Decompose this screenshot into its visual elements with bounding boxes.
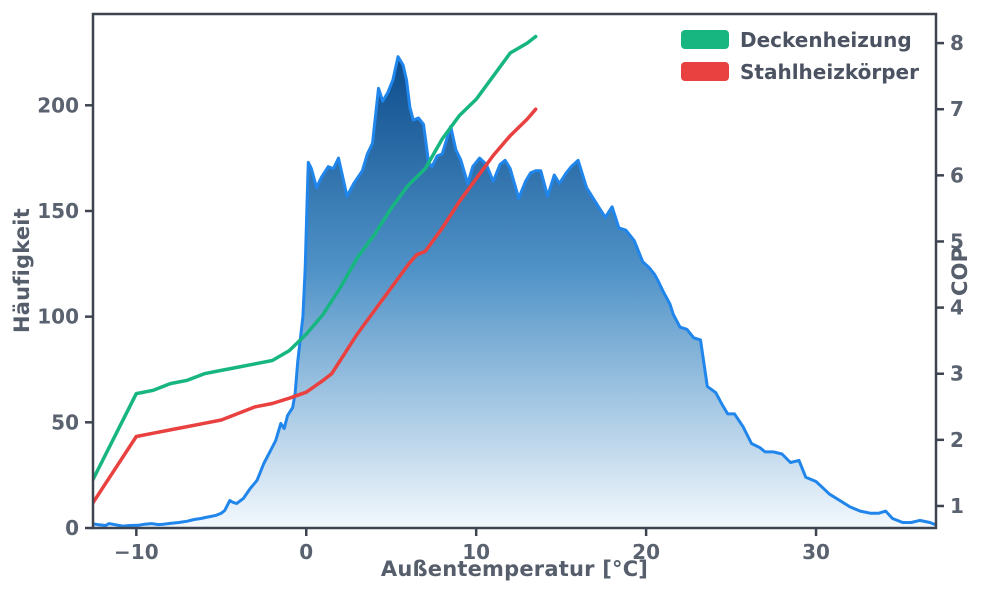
legend-label: Stahlheizkörper [740,59,919,84]
y-left-axis-ticks: 0 50 100 150 200 [37,93,93,540]
plot-border [91,12,938,530]
legend: Deckenheizung Stahlheizkörper [681,27,919,91]
tick-label: 5 [950,229,964,253]
tick-label: 0 [65,516,79,540]
x-axis-ticks: −10 0 10 20 30 [114,528,830,564]
tick-label: 6 [950,163,964,187]
deckenheizung-line [93,34,538,482]
tick-label: 1 [950,494,964,518]
x-axis-label: Außentemperatur [°C] [380,557,649,581]
tick-label: 7 [950,97,964,121]
tick-label: 50 [51,410,79,434]
deckenheizung-swatch [681,30,729,49]
y-axis-label-right: COP [948,246,972,296]
legend-label: Deckenheizung [740,27,912,52]
legend-item-deckenheizung: Deckenheizung [681,27,919,52]
stahlheizkoerper-line [93,107,538,505]
tick-label: −10 [114,540,159,564]
tick-label: 0 [299,540,313,564]
tick-label: 150 [37,199,79,223]
tick-label: 100 [37,305,79,329]
tick-label: 20 [632,540,660,564]
legend-item-stahlheizkoerper: Stahlheizkörper [681,59,919,84]
y-right-axis-ticks: 1 2 3 4 5 6 7 8 [936,31,964,518]
histogram-area [93,56,936,528]
tick-label: 8 [950,31,964,55]
tick-label: 10 [462,540,490,564]
histogram-outline [93,55,936,528]
y-axis-label-left: Häufigkeit [10,208,34,334]
tick-label: 2 [950,428,964,452]
stahlheizkoerper-swatch [681,62,729,81]
tick-label: 200 [37,93,79,117]
tick-label: 3 [950,362,964,386]
tick-label: 30 [802,540,830,564]
tick-label: 4 [950,296,964,320]
